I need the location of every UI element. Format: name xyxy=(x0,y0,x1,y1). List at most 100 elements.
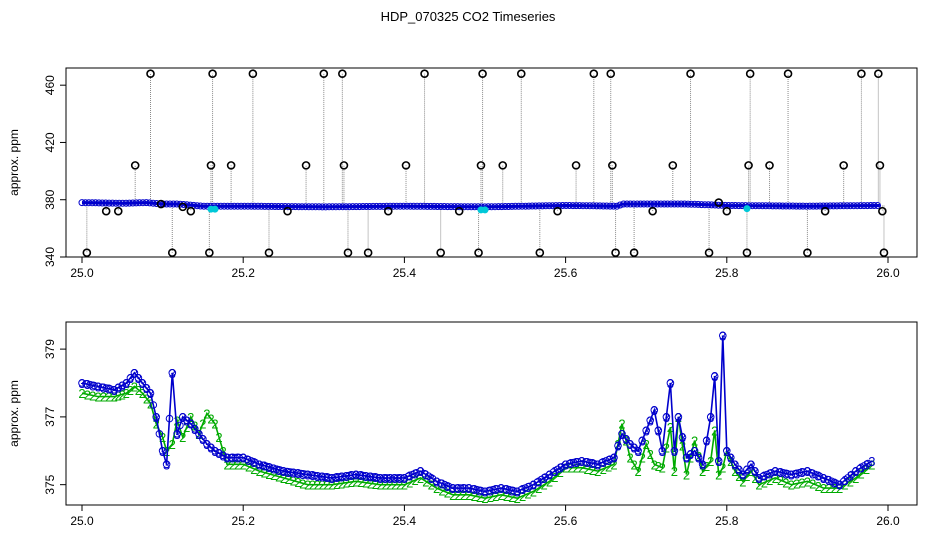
outlier-point xyxy=(553,206,562,216)
series-point xyxy=(739,470,747,479)
baseline-point xyxy=(362,203,370,210)
series-point-label: 2 xyxy=(743,469,750,484)
series-point xyxy=(408,470,417,479)
series-point-label: 3 xyxy=(524,480,531,495)
series-point xyxy=(78,379,86,387)
series-point-label: 3 xyxy=(159,444,166,459)
series-point-label: 3 xyxy=(211,444,218,459)
series-point xyxy=(152,413,160,421)
outlier-point xyxy=(101,206,111,216)
baseline-point xyxy=(572,202,580,210)
outlier-point xyxy=(714,198,724,207)
series-point-label: 3 xyxy=(396,471,403,486)
x-tick-label: 25.2 xyxy=(232,266,256,280)
series-point-label: 2 xyxy=(78,386,85,401)
series-point-label: 2 xyxy=(319,478,326,493)
series-point-label: 3 xyxy=(179,410,186,425)
baseline-point xyxy=(112,199,120,207)
baseline-point xyxy=(393,202,401,210)
baseline-point xyxy=(738,202,746,210)
outlier-point xyxy=(206,161,216,170)
series-point xyxy=(477,486,485,495)
series-point-label: 2 xyxy=(105,390,112,405)
y-tick-label: 420 xyxy=(43,132,57,152)
baseline-point xyxy=(850,202,858,210)
baseline-point xyxy=(102,199,110,207)
series-point-label: 3 xyxy=(191,422,198,437)
series-point-label: 2 xyxy=(438,483,445,498)
baseline-point xyxy=(816,202,824,210)
series-point xyxy=(106,385,114,393)
baseline-point xyxy=(643,200,651,208)
series-point-label: 2 xyxy=(454,488,461,503)
series-point xyxy=(247,457,256,465)
series-point xyxy=(759,472,767,481)
baseline-point xyxy=(748,202,756,210)
series-point-label: 2 xyxy=(476,490,483,505)
series-point-label: 3 xyxy=(671,444,678,459)
series-point-label: 2 xyxy=(444,486,451,501)
series-point xyxy=(146,389,155,398)
series-point-label: 2 xyxy=(508,490,515,505)
series-point-label: 3 xyxy=(471,482,478,497)
baseline-point xyxy=(525,202,533,210)
baseline-point xyxy=(125,199,133,207)
series-point-label: 2 xyxy=(605,460,612,475)
outlier-point xyxy=(516,69,526,79)
series-point-label: 3 xyxy=(614,439,621,454)
series-point-label: 2 xyxy=(265,467,272,482)
series-point-label: 2 xyxy=(857,466,864,481)
series-point xyxy=(191,425,199,433)
series-point xyxy=(723,447,731,455)
series-point xyxy=(359,471,367,480)
series-point-label: 3 xyxy=(743,462,750,477)
series-point xyxy=(149,401,158,409)
series-point-label: 3 xyxy=(573,455,580,470)
series-point-label: 3 xyxy=(153,410,160,425)
series-point xyxy=(436,479,445,487)
series-point-label: 2 xyxy=(703,459,710,474)
series-point xyxy=(811,470,820,479)
series-point-label: 2 xyxy=(497,488,504,503)
outlier-point xyxy=(454,206,464,216)
baseline-point xyxy=(169,200,177,208)
outlier-point xyxy=(478,69,487,79)
series-point xyxy=(168,369,177,377)
baseline-point xyxy=(115,199,123,207)
baseline-point xyxy=(349,203,357,211)
series-point-label: 2 xyxy=(562,461,569,476)
series-point-label: 3 xyxy=(275,463,282,478)
baseline-point xyxy=(379,202,387,210)
series-point-label: 2 xyxy=(639,451,646,466)
series-point-label: 3 xyxy=(123,376,130,391)
outlier-point xyxy=(146,69,155,79)
outlier-point xyxy=(742,248,752,258)
baseline-point xyxy=(298,203,306,211)
series-point xyxy=(767,469,775,477)
series-point-label: 3 xyxy=(465,481,472,496)
baseline-point xyxy=(305,203,313,211)
baseline-point xyxy=(312,203,320,211)
series-point xyxy=(799,468,808,476)
outlier-point xyxy=(208,69,217,79)
baseline-point xyxy=(840,202,848,210)
series-point xyxy=(493,485,501,493)
series-point-label: 2 xyxy=(406,475,413,490)
series-point-label: 3 xyxy=(261,459,268,474)
baseline-point xyxy=(559,202,567,209)
series-point-label: 2 xyxy=(847,474,854,489)
series-point-label: 2 xyxy=(530,484,537,499)
series-point-label: 3 xyxy=(691,444,698,459)
series-point-label: 3 xyxy=(147,386,154,401)
baseline-point xyxy=(809,202,817,210)
series-point xyxy=(187,419,195,428)
series-point-label: 2 xyxy=(391,478,398,493)
baseline-point xyxy=(596,202,604,210)
baseline-point xyxy=(874,202,881,209)
baseline-point xyxy=(389,202,397,210)
series-point xyxy=(610,453,618,462)
series-point xyxy=(549,468,558,476)
baseline-point xyxy=(237,202,245,210)
outlier-point xyxy=(476,161,486,170)
series-point xyxy=(243,455,251,464)
